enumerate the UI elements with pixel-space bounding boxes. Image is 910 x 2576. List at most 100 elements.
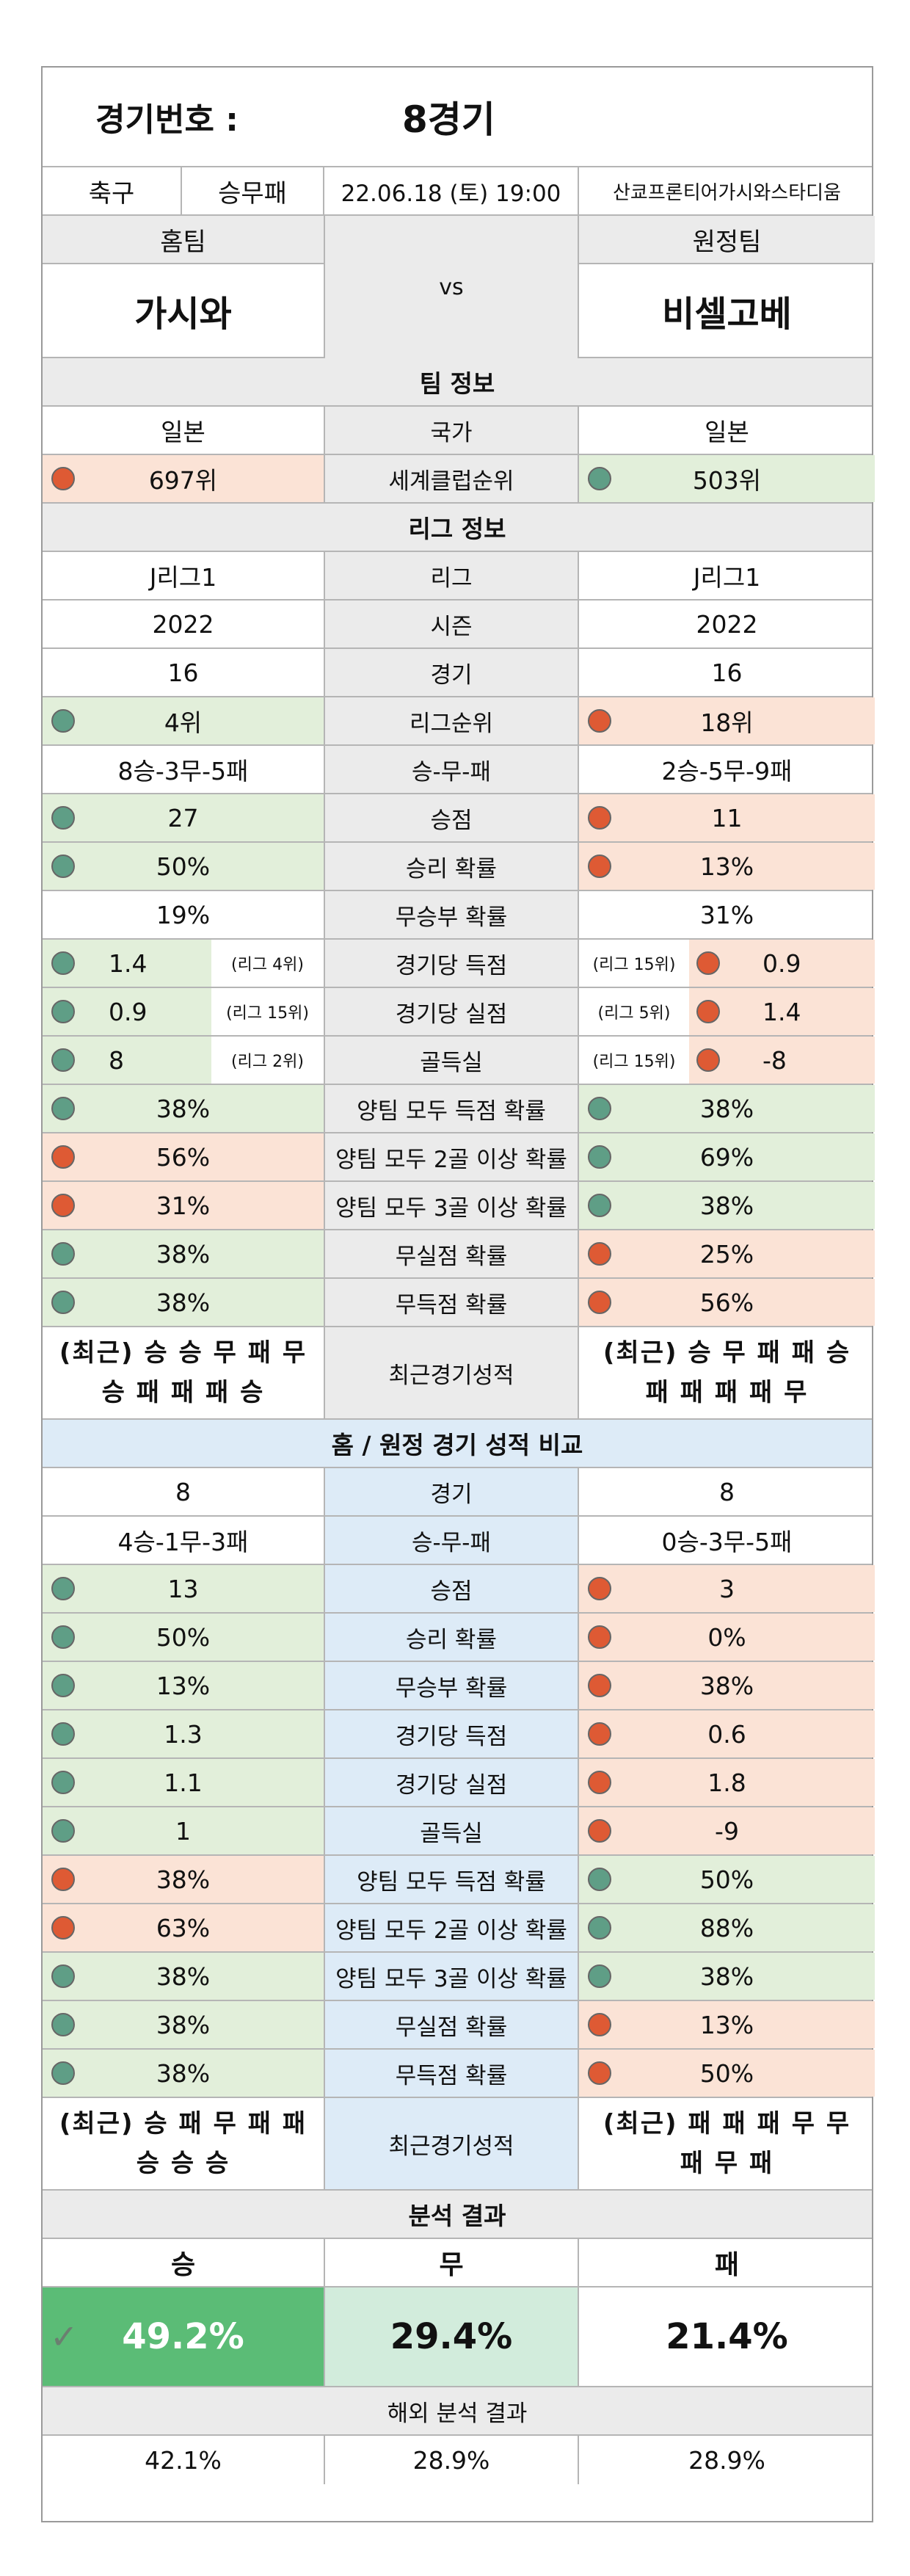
home-value-cell: 16 (43, 649, 325, 696)
home-value-cell: 8 (43, 1468, 325, 1515)
home-value: 38% (156, 2010, 211, 2039)
stat-row: 2022 시즌 2022 (43, 601, 872, 649)
league-info-section: 리그 정보 (43, 504, 872, 552)
stat-label: 양팀 모두 득점 확률 (325, 1856, 579, 1903)
home-value-cell: J리그1 (43, 552, 325, 599)
away-value-cell: 2022 (579, 601, 875, 647)
home-value-cell: 31% (43, 1182, 325, 1229)
home-indicator-dot (51, 1048, 75, 1072)
home-value: 8 (109, 1045, 124, 1075)
stat-label: 양팀 모두 2골 이상 확률 (325, 1133, 579, 1180)
home-value-cell: 일본 (43, 407, 325, 454)
stat-label: 세계클럽순위 (325, 455, 579, 502)
stat-row: 19% 무승부 확률 31% (43, 891, 872, 940)
stat-label: 무승부 확률 (325, 891, 579, 938)
home-value-cell: 2022 (43, 601, 325, 647)
away-value-cell: (리그 5위) 1.4 (579, 988, 875, 1035)
home-team-name: 가시와 (43, 264, 325, 357)
home-indicator-dot (51, 2061, 75, 2085)
recent-form-label: 최근경기성적 (325, 1327, 579, 1418)
away-value: J리그1 (693, 563, 761, 592)
league-info-section-title: 리그 정보 (43, 504, 872, 551)
match-number-label: 경기번호 : (95, 101, 239, 139)
away-value: 8 (719, 1477, 735, 1506)
stat-label: 승-무-패 (325, 746, 579, 793)
stat-label: 골득실 (325, 1807, 579, 1854)
away-value-cell: 13% (579, 843, 875, 890)
home-indicator-dot (51, 1771, 75, 1794)
home-indicator-dot (51, 1916, 75, 1940)
away-indicator-dot (588, 1868, 611, 1891)
recent-form-label: 최근경기성적 (325, 2098, 579, 2189)
home-value: 13% (156, 1671, 211, 1700)
away-value-cell: 일본 (579, 407, 875, 454)
away-value: 13% (699, 852, 754, 881)
analysis-win-cell: ✓ 49.2% (43, 2287, 325, 2386)
away-value: 0.6 (707, 1719, 746, 1749)
stat-label: 승-무-패 (325, 1517, 579, 1564)
stat-row: 8승-3무-5패 승-무-패 2승-5무-9패 (43, 746, 872, 794)
home-value: 1.3 (164, 1719, 203, 1749)
home-indicator-dot (51, 951, 75, 975)
home-value: 2022 (152, 609, 214, 639)
stat-label: 무승부 확률 (325, 1662, 579, 1709)
away-indicator-dot (588, 2013, 611, 2036)
away-value-cell: (리그 15위) -8 (579, 1037, 875, 1084)
away-value: 16 (711, 658, 743, 687)
home-value-cell: 13 (43, 1565, 325, 1612)
away-indicator-dot (588, 1194, 611, 1217)
stat-label: 골득실 (325, 1037, 579, 1084)
away-team-name: 비셀고베 (662, 294, 792, 335)
datetime-cell: 22.06.18 (토) 19:00 (324, 167, 579, 214)
match-number-value: 8경기 (402, 98, 495, 141)
away-value: 50% (699, 1865, 754, 1894)
home-value: 19% (156, 900, 211, 929)
stat-label: 리그 (325, 552, 579, 599)
stat-row: 1.4 (리그 4위) 경기당 득점 (리그 15위) 0.9 (43, 940, 875, 988)
home-value: 1.4 (109, 948, 148, 978)
analysis-loss-value: 21.4% (666, 2316, 788, 2357)
home-value: 1 (175, 1816, 191, 1846)
stat-row: 50% 승리 확률 13% (43, 843, 875, 891)
home-value-cell: 38% (43, 1953, 325, 2000)
home-value-cell: 1 (43, 1807, 325, 1854)
recent-form-row: (최근) 승 승 무 패 무 승 패 패 패 승 최근경기성적 (최근) 승 무 패… (43, 1327, 872, 1420)
stat-label: 양팀 모두 득점 확률 (325, 1085, 579, 1132)
stat-label: 양팀 모두 3골 이상 확률 (325, 1182, 579, 1229)
home-value-cell: 38% (43, 2050, 325, 2097)
vs-cell: vs (325, 216, 579, 358)
stat-row: 56% 양팀 모두 2골 이상 확률 69% (43, 1133, 875, 1182)
away-value: -9 (715, 1816, 739, 1846)
stat-label: 시즌 (325, 601, 579, 647)
away-value-cell: 8 (579, 1468, 875, 1515)
home-value-cell: 38% (43, 2001, 325, 2048)
home-value: 31% (156, 1191, 211, 1220)
home-value-cell: 1.1 (43, 1759, 325, 1806)
stat-row: 50% 승리 확률 0% (43, 1614, 875, 1662)
away-value-cell: J리그1 (579, 552, 875, 599)
analysis-section: 분석 결과 (43, 2191, 872, 2239)
stat-label: 무득점 확률 (325, 2050, 579, 2097)
away-value: 0% (707, 1622, 746, 1652)
home-value-cell: 27 (43, 794, 325, 841)
away-indicator-dot (588, 1964, 611, 1988)
team-labels-row: 홈팀 vs 원정팀 (43, 216, 875, 358)
stat-row: 4승-1무-3패 승-무-패 0승-3무-5패 (43, 1517, 872, 1565)
overseas-loss-value: 28.9% (688, 2445, 765, 2475)
home-value-cell: 697위 (43, 455, 325, 502)
home-value: 27 (167, 803, 199, 832)
away-indicator-dot (588, 855, 611, 878)
home-rank: (리그 15위) (211, 988, 324, 1035)
home-value-cell: 38% (43, 1230, 325, 1277)
home-value-cell: 8승-3무-5패 (43, 746, 325, 793)
stat-label: 경기당 득점 (325, 1710, 579, 1757)
away-rank: (리그 5위) (579, 988, 689, 1035)
bet-type-cell: 승무패 (182, 167, 324, 214)
stat-label: 경기 (325, 649, 579, 696)
overseas-title: 해외 분석 결과 (43, 2387, 872, 2434)
stat-row: 38% 무득점 확률 50% (43, 2050, 875, 2098)
analysis-draw-value: 29.4% (325, 2287, 579, 2386)
vs-label: vs (439, 274, 464, 300)
stat-label: 양팀 모두 2골 이상 확률 (325, 1904, 579, 1951)
stat-label: 승리 확률 (325, 1614, 579, 1661)
